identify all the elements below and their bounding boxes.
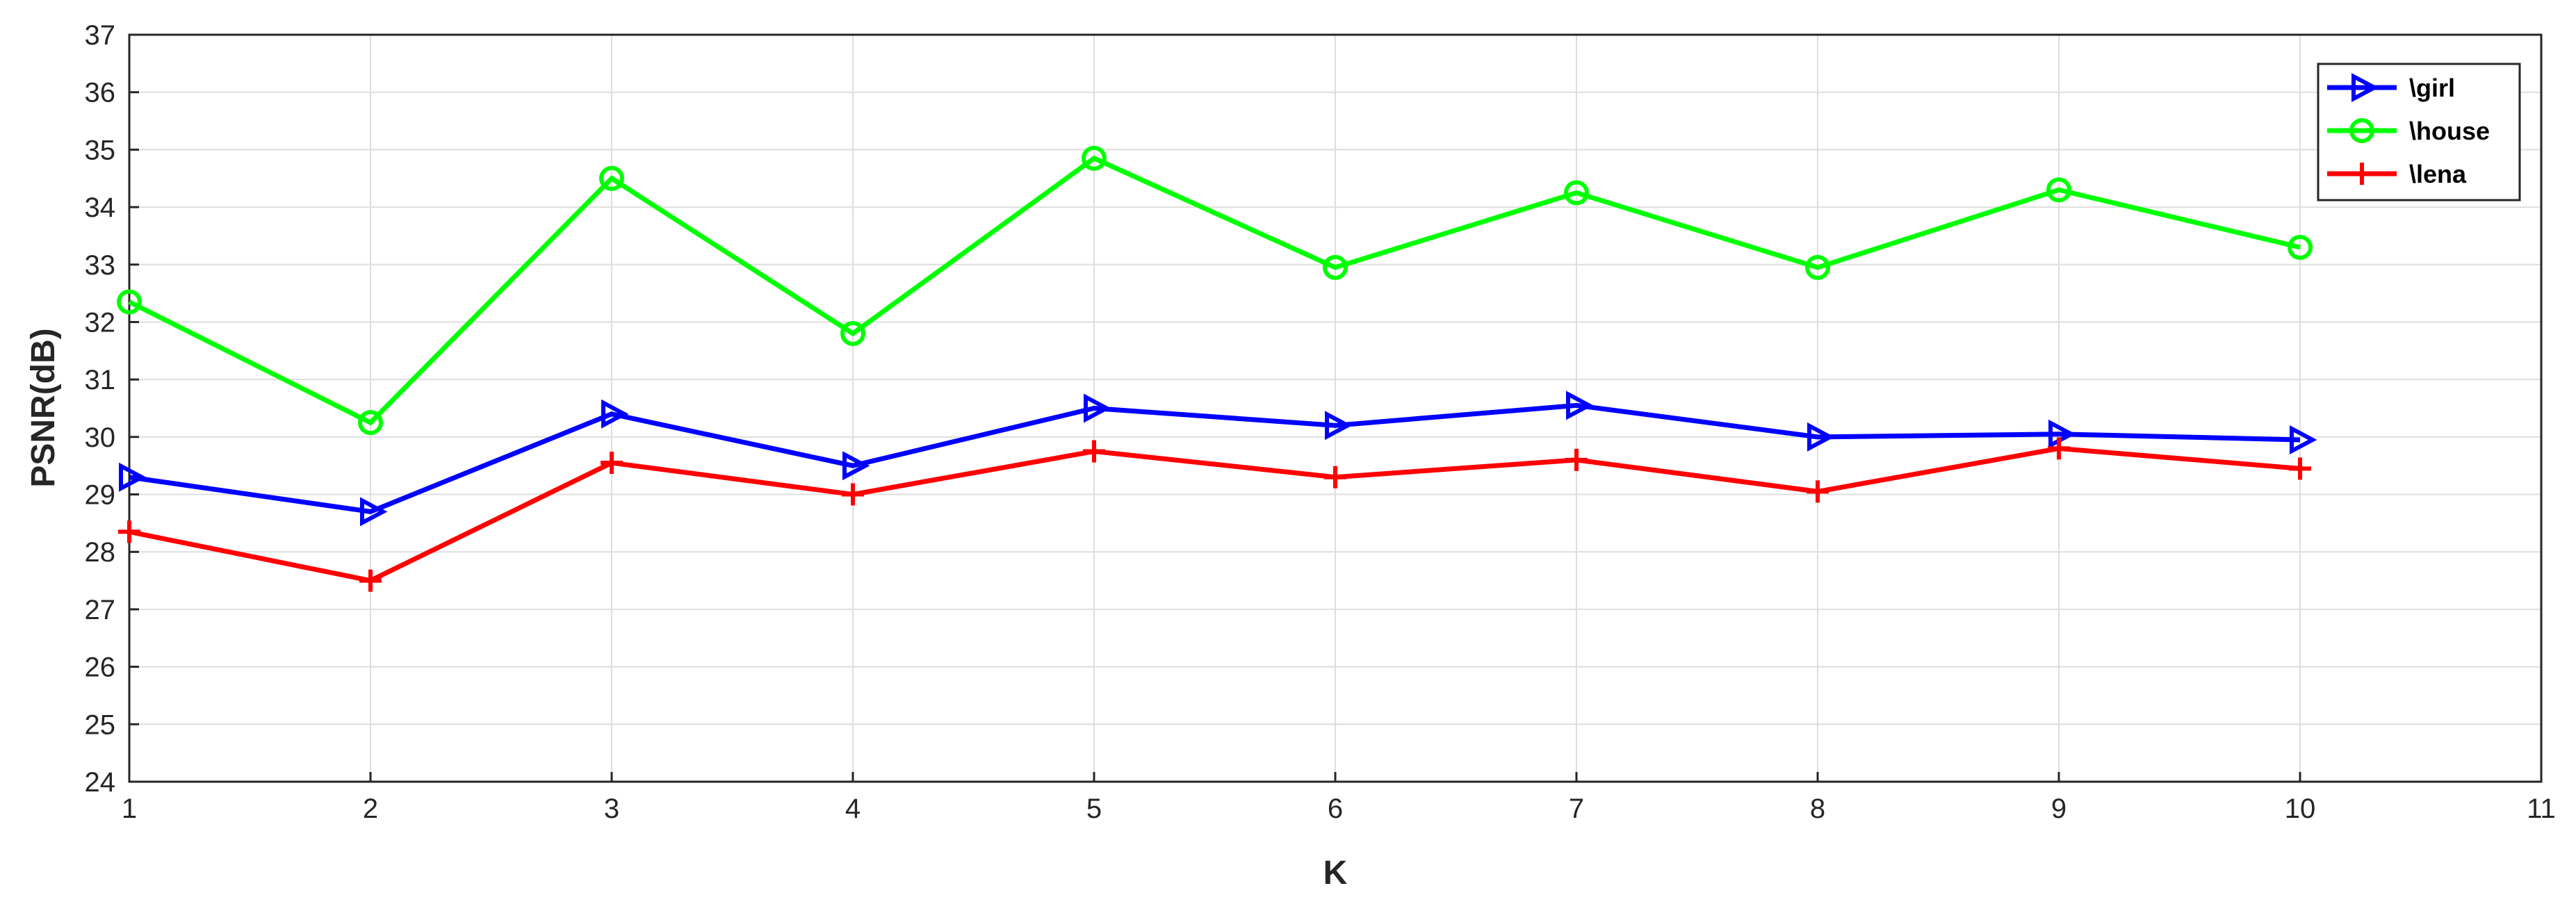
legend-item-house: \house [2327, 117, 2490, 145]
data-point-girl [360, 497, 388, 527]
data-point-house [840, 321, 865, 346]
x-tick-label: 2 [363, 794, 378, 824]
data-point-girl [1566, 391, 1594, 420]
legend-items: \girl \house \lena [2327, 73, 2490, 188]
data-point-lena [1565, 448, 1588, 471]
data-point-girl [1084, 393, 1111, 423]
x-tick-label: 9 [2051, 794, 2066, 824]
y-tick-label: 34 [85, 192, 116, 223]
legend-label-house: \house [2409, 117, 2490, 145]
data-point-lena [842, 483, 864, 506]
series-lena [118, 437, 2311, 592]
legend-item-girl: \girl [2327, 73, 2455, 102]
x-tick-label: 8 [1810, 794, 1825, 824]
x-tick-label: 11 [2527, 794, 2556, 824]
data-point-lena [359, 569, 382, 592]
x-tick-label: 5 [1086, 794, 1102, 824]
y-tick-label: 33 [85, 250, 116, 281]
x-tick-label: 4 [845, 794, 861, 824]
series-layer [117, 145, 2317, 592]
series-line-lena [129, 445, 2301, 584]
y-tick-label: 35 [85, 135, 116, 165]
data-point-girl [2290, 425, 2317, 454]
y-tick-label: 28 [85, 537, 116, 568]
legend-marker-girl [2351, 73, 2379, 102]
y-tick-labels: 24 25 26 27 28 29 30 31 32 33 34 35 36 37 [85, 20, 139, 798]
data-point-lena [1083, 440, 1105, 463]
data-point-house [1805, 254, 1830, 280]
data-point-girl [842, 451, 870, 481]
y-axis-title: PSNR(dB) [25, 328, 62, 487]
legend-label-lena: \lena [2409, 160, 2467, 188]
data-point-girl [1325, 411, 1353, 441]
x-tick-label: 10 [2285, 794, 2316, 824]
y-tick-label: 24 [85, 767, 116, 798]
data-point-girl [119, 462, 147, 492]
series-line-girl [129, 402, 2301, 514]
data-point-girl [1807, 422, 1835, 452]
data-point-house [1082, 145, 1107, 171]
legend-item-lena: \lena [2327, 160, 2467, 188]
data-point-house [599, 165, 624, 191]
data-point-house [117, 289, 142, 315]
y-tick-label: 37 [85, 20, 116, 51]
series-line-house [128, 155, 2301, 426]
y-tick-label: 31 [85, 365, 116, 395]
x-axis-title: K [1323, 855, 1348, 891]
y-gridlines [129, 34, 2541, 782]
y-tick-label: 36 [85, 78, 116, 108]
y-tick-label: 27 [85, 595, 116, 625]
x-tick-labels: 1 2 3 4 5 6 7 8 9 10 11 [122, 772, 2556, 824]
legend-marker-house [2349, 118, 2374, 143]
data-point-house [2288, 234, 2313, 260]
legend-label-girl: \girl [2409, 74, 2455, 102]
y-tick-label: 26 [85, 652, 116, 683]
y-tick-label: 30 [85, 422, 116, 453]
y-tick-label: 29 [85, 480, 116, 511]
data-point-lena [2048, 437, 2070, 460]
x-tick-label: 1 [122, 794, 137, 824]
legend-marker-lena [2351, 163, 2373, 185]
data-point-house [1564, 180, 1589, 206]
data-point-house [2046, 177, 2071, 203]
data-point-lena [118, 520, 140, 543]
data-point-house [358, 410, 383, 436]
data-point-lena [1324, 466, 1346, 488]
data-point-lena [601, 452, 623, 475]
y-tick-label: 32 [85, 307, 116, 338]
data-point-house [1323, 254, 1348, 280]
data-point-lena [2289, 457, 2311, 480]
data-point-lena [1807, 480, 1829, 503]
legend: \girl \house \lena [2317, 63, 2521, 202]
data-point-girl [601, 399, 629, 429]
x-tick-label: 7 [1569, 794, 1584, 824]
x-tick-label: 3 [604, 794, 619, 824]
series-house [117, 145, 2313, 436]
x-tick-label: 6 [1328, 794, 1343, 824]
y-tick-label: 25 [85, 709, 116, 740]
